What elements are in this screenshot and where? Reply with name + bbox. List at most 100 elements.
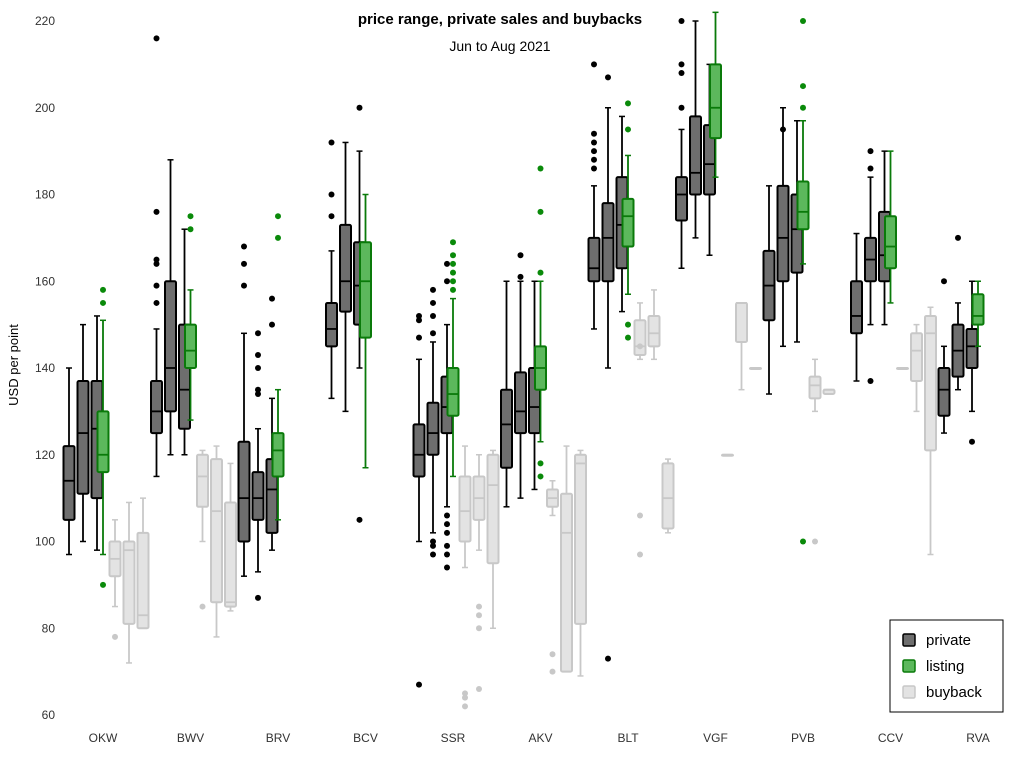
buyback-box-body — [910, 332, 923, 383]
buyback-box — [486, 449, 500, 629]
x-tick-label: BLT — [617, 731, 639, 745]
listing-box-body — [796, 180, 810, 231]
y-tick-label: 180 — [35, 188, 55, 202]
private-box — [790, 120, 804, 343]
private-flier — [867, 378, 874, 385]
private-flier — [255, 330, 261, 337]
x-tick-label: BCV — [353, 731, 378, 745]
buyback-box — [574, 449, 587, 677]
private-flier — [444, 260, 450, 267]
private-box — [689, 20, 702, 239]
private-box — [587, 61, 601, 330]
x-tick-label: BRV — [266, 731, 290, 745]
private-flier — [969, 438, 975, 445]
listing-flier — [800, 538, 806, 545]
listing-box — [796, 18, 810, 545]
buyback-box-body — [486, 453, 500, 565]
private-box — [237, 243, 251, 577]
private-flier — [153, 35, 160, 42]
private-flier — [591, 139, 597, 146]
listing-flier — [537, 473, 544, 480]
private-flier — [255, 391, 261, 398]
private-flier — [517, 252, 524, 259]
private-box-body — [62, 445, 76, 521]
private-flier — [328, 139, 335, 146]
private-flier — [430, 538, 436, 545]
buyback-box-body — [196, 453, 209, 508]
buyback-flier — [462, 694, 468, 701]
private-box — [426, 286, 440, 558]
listing-flier — [625, 334, 631, 341]
legend-label-buyback: buyback — [926, 684, 982, 701]
private-flier — [416, 312, 422, 319]
legend-label-listing: listing — [926, 658, 964, 675]
listing-flier — [450, 252, 456, 259]
buyback-box-body — [661, 462, 675, 530]
buyback-box-body — [224, 501, 237, 608]
buyback-box — [822, 388, 836, 396]
legend-swatch-listing — [902, 659, 916, 673]
buyback-box-body — [458, 475, 472, 543]
private-flier — [241, 260, 247, 267]
buyback-flier — [637, 551, 643, 558]
listing-flier — [625, 126, 631, 133]
private-box-body — [850, 280, 863, 335]
private-box — [675, 18, 688, 269]
private-flier — [955, 234, 961, 241]
plot-area — [62, 11, 985, 710]
listing-box-body — [96, 410, 110, 474]
listing-flier — [275, 213, 281, 220]
private-box-body — [675, 176, 688, 222]
listing-box — [359, 193, 372, 469]
buyback-box-body — [210, 458, 223, 604]
private-flier — [430, 312, 436, 319]
legend-swatch-private — [902, 633, 916, 647]
private-flier — [255, 386, 261, 393]
private-box-body — [937, 367, 951, 417]
y-tick-label: 120 — [35, 448, 55, 462]
private-box-body — [965, 327, 979, 369]
buyback-flier — [199, 603, 206, 610]
private-flier — [444, 278, 450, 285]
buyback-box — [196, 449, 209, 610]
buyback-box — [560, 445, 573, 673]
listing-box — [184, 213, 197, 421]
x-tick-label: PVB — [791, 731, 815, 745]
chart-title: price range, private sales and buybacks — [358, 11, 642, 28]
y-tick-label: 160 — [35, 274, 55, 288]
buyback-box — [472, 454, 486, 692]
buyback-box — [633, 302, 647, 558]
listing-box — [446, 239, 460, 478]
private-flier — [605, 655, 611, 662]
listing-flier — [800, 18, 806, 24]
buyback-box — [122, 501, 136, 664]
buyback-flier — [549, 651, 556, 658]
buyback-flier — [462, 703, 468, 710]
y-axis-ticks: 60 80 100 120 140 160 180 200 220 — [35, 14, 55, 722]
legend-label-private: private — [926, 632, 971, 649]
private-box — [951, 234, 965, 391]
listing-flier — [450, 286, 456, 293]
private-box — [601, 74, 615, 662]
listing-flier — [187, 226, 194, 233]
x-tick-label: BWV — [177, 731, 204, 745]
private-flier — [430, 299, 436, 306]
private-box-body — [587, 236, 601, 283]
private-box — [500, 280, 513, 508]
chart-subtitle: Jun to Aug 2021 — [449, 38, 550, 54]
x-tick-label: RVA — [966, 731, 990, 745]
buyback-flier — [476, 625, 482, 632]
buyback-flier — [462, 690, 468, 697]
private-flier — [255, 365, 261, 371]
buyback-box-body — [924, 314, 937, 452]
listing-box — [971, 280, 985, 348]
listing-flier — [100, 299, 106, 306]
legend: private listing buyback — [889, 619, 1004, 713]
y-tick-label: 60 — [42, 708, 56, 722]
private-flier — [430, 542, 436, 549]
listing-box-body — [971, 293, 985, 326]
buyback-box — [735, 301, 748, 391]
buyback-box-body — [560, 492, 573, 673]
listing-box-body — [621, 197, 635, 248]
